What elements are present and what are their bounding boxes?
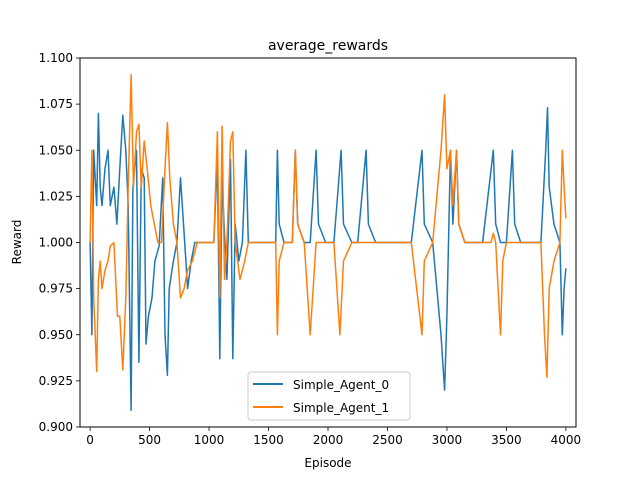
series-layer	[89, 73, 567, 412]
series-line-agent-1	[89, 73, 567, 378]
x-tick-label: 1000	[194, 433, 225, 447]
y-tick-label: 1.050	[39, 143, 73, 157]
y-tick-label: 1.000	[39, 236, 73, 250]
legend-box	[247, 371, 411, 421]
x-tick-label: 1500	[253, 433, 284, 447]
x-tick-label: 0	[86, 433, 94, 447]
x-tick-label: 500	[138, 433, 161, 447]
x-tick-label: 3500	[491, 433, 522, 447]
y-tick-label: 0.950	[39, 328, 73, 342]
x-tick-label: 2500	[372, 433, 403, 447]
y-axis-ticks: 0.900 0.925 0.950 0.975 1.000 1.025 1.050 1.075…	[39, 51, 80, 434]
legend-label-agent-1: Simple_Agent_1	[293, 401, 389, 415]
y-tick-label: 1.100	[39, 51, 73, 65]
y-tick-label: 0.975	[39, 282, 73, 296]
x-axis-ticks: 0 500 1000 1500 2000 2500 3000 3500 4000	[86, 427, 581, 447]
legend: Simple_Agent_0 Simple_Agent_1	[247, 371, 411, 421]
x-axis-label: Episode	[304, 456, 351, 470]
chart-title: average_rewards	[268, 38, 388, 54]
y-axis-label: Reward	[10, 220, 24, 265]
x-tick-label: 3000	[432, 433, 463, 447]
x-tick-label: 2000	[313, 433, 344, 447]
y-tick-label: 1.025	[39, 189, 73, 203]
x-tick-label: 4000	[551, 433, 582, 447]
y-tick-label: 0.900	[39, 420, 73, 434]
legend-label-agent-0: Simple_Agent_0	[293, 378, 389, 392]
y-tick-label: 0.925	[39, 374, 73, 388]
y-tick-label: 1.075	[39, 97, 73, 111]
